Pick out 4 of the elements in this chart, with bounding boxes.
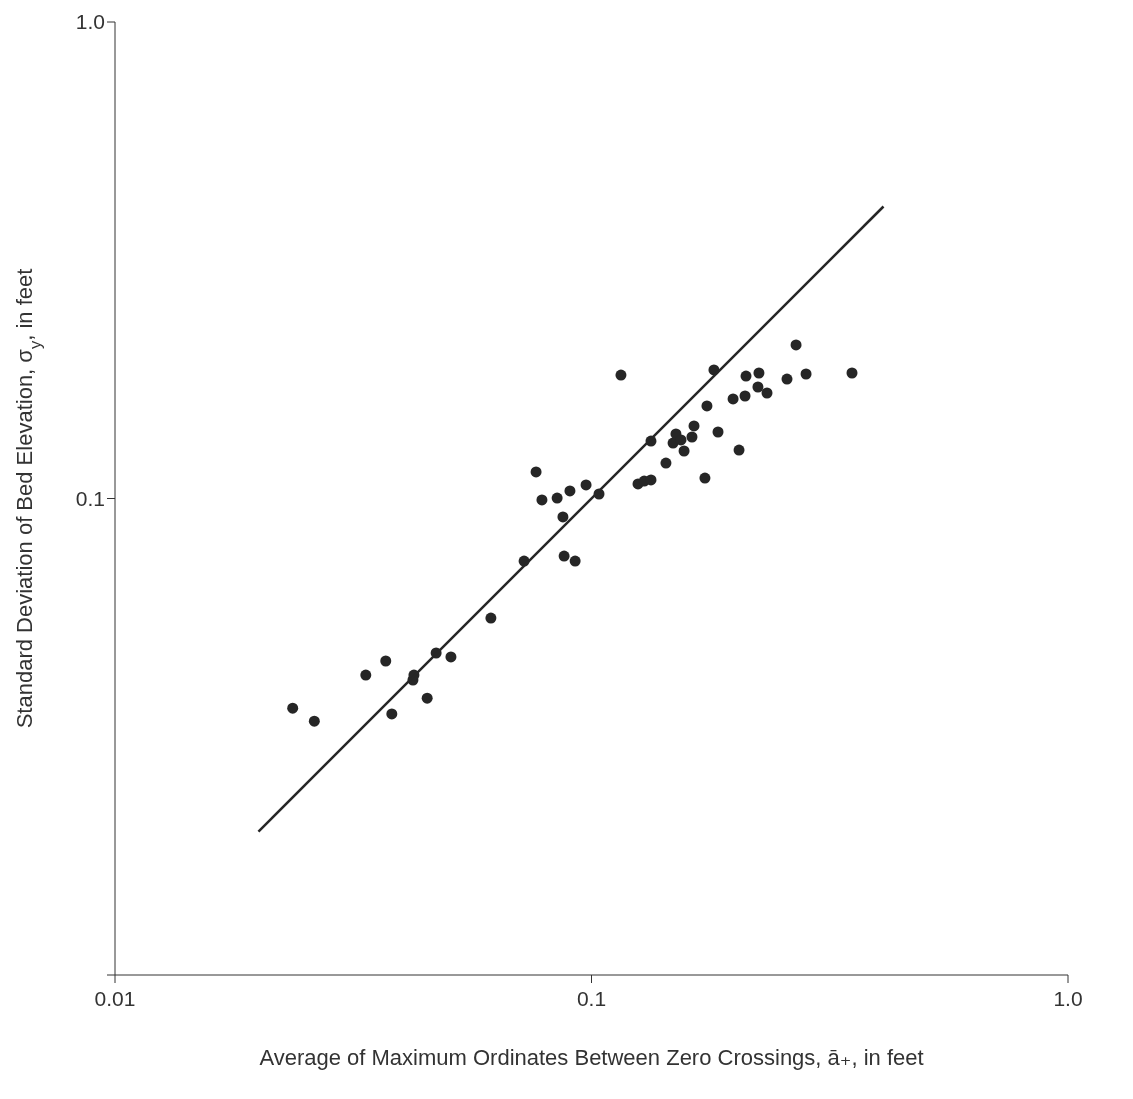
x-tick-label: 1.0 [1053, 986, 1083, 1010]
x-axis-title: Average of Maximum Ordinates Between Zero Crossings, ā₊, in feet [259, 1045, 924, 1070]
x-tick-label: 0.01 [94, 986, 136, 1010]
x-tick-label: 0.1 [576, 986, 607, 1010]
